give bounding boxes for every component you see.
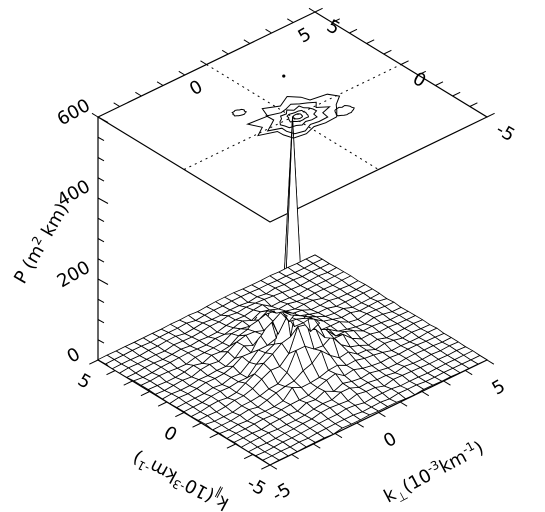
x-tick bbox=[313, 443, 321, 449]
y-tick bbox=[192, 422, 202, 428]
y-tick bbox=[106, 370, 116, 376]
contour-line bbox=[245, 93, 341, 139]
contour-projection bbox=[231, 74, 355, 139]
top-tick bbox=[135, 91, 142, 97]
y-tick bbox=[226, 443, 236, 449]
top-tick bbox=[417, 70, 427, 76]
y-tick-label: -5 bbox=[243, 473, 269, 500]
z-tick bbox=[97, 359, 109, 366]
y-tick-label: 5 bbox=[74, 370, 94, 394]
z-tick bbox=[97, 157, 105, 162]
top-tick bbox=[91, 112, 99, 118]
top-tick bbox=[435, 81, 444, 86]
x-tick-label: 0 bbox=[380, 428, 400, 452]
y-tick bbox=[123, 380, 133, 386]
top-tick bbox=[156, 81, 164, 86]
z-tick-label: 200 bbox=[54, 257, 94, 292]
z-tick bbox=[97, 258, 105, 263]
top-tick bbox=[200, 60, 207, 65]
top-tick bbox=[113, 102, 120, 107]
x-tick bbox=[465, 370, 473, 376]
top-tick bbox=[400, 60, 409, 65]
z-tick bbox=[97, 177, 105, 182]
y-tick bbox=[175, 412, 185, 418]
top-tick bbox=[243, 39, 251, 44]
contour-line bbox=[286, 109, 310, 123]
top-tick bbox=[469, 102, 478, 107]
top-tick bbox=[287, 18, 294, 23]
top-tick bbox=[383, 49, 392, 55]
y-tick bbox=[89, 359, 99, 365]
z-tick bbox=[97, 319, 105, 324]
z-tick bbox=[97, 339, 105, 344]
z-tick bbox=[97, 298, 105, 303]
x-tick bbox=[399, 401, 408, 407]
z-tick bbox=[97, 238, 105, 243]
top-tick bbox=[349, 28, 358, 34]
contour-dot bbox=[282, 74, 286, 78]
x-tick bbox=[356, 422, 364, 428]
contour-line bbox=[334, 104, 355, 117]
top-tick-label: 5 bbox=[295, 24, 315, 48]
y-tick bbox=[209, 433, 219, 439]
x-tick bbox=[421, 391, 430, 397]
x-tick bbox=[334, 433, 343, 439]
x-tick-label: -5 bbox=[269, 479, 295, 506]
top-tick bbox=[265, 28, 272, 34]
z-tick bbox=[97, 116, 109, 123]
surface-mesh bbox=[97, 116, 488, 466]
z-tick bbox=[97, 136, 105, 141]
y-axis-label: k∥(10-3km-1) bbox=[129, 443, 234, 512]
y-tick bbox=[243, 454, 254, 460]
z-tick-label: 600 bbox=[54, 95, 94, 130]
contour-line bbox=[292, 113, 303, 120]
x-tick bbox=[291, 454, 299, 460]
x-tick bbox=[269, 464, 278, 470]
z-tick bbox=[97, 197, 109, 204]
x-tick bbox=[486, 359, 495, 365]
top-tick-label: 0 bbox=[186, 76, 206, 100]
y-tick bbox=[140, 391, 150, 397]
top-tick bbox=[308, 7, 316, 13]
top-tick bbox=[366, 39, 375, 44]
contour-line bbox=[279, 105, 318, 129]
y-tick bbox=[157, 401, 168, 407]
axes bbox=[89, 116, 495, 470]
top-tick bbox=[221, 49, 229, 55]
x-tick bbox=[443, 380, 451, 386]
contour-line bbox=[264, 101, 331, 135]
top-tick bbox=[452, 91, 461, 97]
z-tick-label: 0 bbox=[64, 344, 84, 368]
y-tick bbox=[261, 464, 271, 470]
top-tick bbox=[486, 112, 495, 118]
contour-line bbox=[231, 108, 248, 117]
z-tick bbox=[97, 217, 105, 222]
top-tick bbox=[314, 7, 323, 13]
x-tick bbox=[378, 412, 386, 418]
x-tick-label: 5 bbox=[489, 376, 509, 400]
top-tick-label: -5 bbox=[492, 119, 518, 146]
y-tick-label: 0 bbox=[160, 422, 180, 446]
top-tick bbox=[178, 70, 186, 76]
z-tick bbox=[97, 278, 109, 285]
top-tick bbox=[331, 18, 341, 23]
